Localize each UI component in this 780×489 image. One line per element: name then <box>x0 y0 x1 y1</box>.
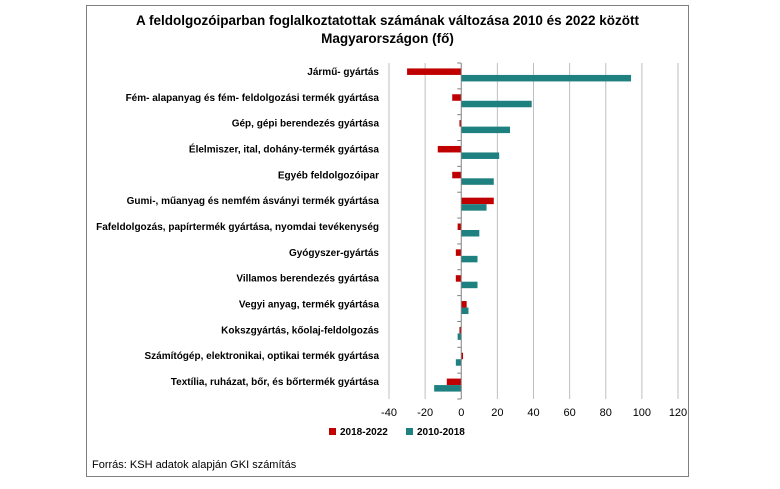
category-label: Fafeldolgozás, papírtermék gyártása, nyo… <box>96 222 379 233</box>
bar-2010-2018 <box>461 126 511 134</box>
bar-2010-2018 <box>461 178 494 185</box>
x-tick-label: 80 <box>600 407 612 419</box>
category-label: Élelmiszer, ital, dohány-termék gyártása <box>189 142 380 155</box>
chart-title-line-1: A feldolgozóiparban foglalkoztatottak sz… <box>136 13 639 28</box>
x-tick-label: 20 <box>491 407 503 419</box>
x-tick-label: -40 <box>381 407 397 419</box>
x-tick-label: 0 <box>458 407 464 419</box>
legend-swatch-2018-2022 <box>329 428 336 435</box>
bar-2018-2022 <box>407 68 462 75</box>
bar-2010-2018 <box>461 230 480 237</box>
x-tick-label: 120 <box>669 407 687 419</box>
category-label: Fém- alapanyag és fém- feldolgozási term… <box>126 93 380 104</box>
bar-2018-2022 <box>459 120 462 127</box>
bar-2018-2022 <box>455 249 462 256</box>
bar-2018-2022 <box>461 301 467 308</box>
bar-2010-2018 <box>461 204 487 211</box>
bar-2018-2022 <box>452 94 462 101</box>
category-label: Gyógyszer-gyártás <box>289 248 379 259</box>
chart-title: A feldolgozóiparban foglalkoztatottak sz… <box>86 12 689 48</box>
bar-2018-2022 <box>457 223 462 230</box>
category-label: Gumi-, műanyag és nemfém ásványi termék … <box>127 196 380 207</box>
bar-2010-2018 <box>461 100 532 108</box>
bar-2010-2018 <box>461 74 632 82</box>
category-label: Gép, gépi berendezés gyártása <box>232 119 380 130</box>
legend-label-2018-2022: 2018-2022 <box>340 427 388 438</box>
legend-label-2010-2018: 2010-2018 <box>417 427 465 438</box>
chart-title-line-2: Magyarországon (fő) <box>321 31 454 46</box>
bar-2010-2018 <box>434 385 462 392</box>
category-label: Számítógép, elektronikai, optikai termék… <box>144 351 379 362</box>
category-label: Egyéb feldolgozóipar <box>278 170 379 181</box>
bar-2010-2018 <box>457 333 462 340</box>
category-label: Textília, ruházat, bőr, és bőrtermék gyá… <box>171 377 380 388</box>
bar-2018-2022 <box>459 326 462 334</box>
x-tick-label: 60 <box>564 407 576 419</box>
bar-2010-2018 <box>461 255 478 263</box>
bar-2018-2022 <box>461 352 464 360</box>
x-tick-label: -20 <box>417 407 433 419</box>
bar-2018-2022 <box>455 275 462 282</box>
x-tick-label: 40 <box>527 407 539 419</box>
source-note: Forrás: KSH adatok alapján GKI számítás <box>92 459 297 471</box>
bar-2010-2018 <box>461 307 469 315</box>
bar-2018-2022 <box>461 197 494 205</box>
bar-2010-2018 <box>461 281 478 289</box>
category-label: Kokszgyártás, kőolaj-feldolgozás <box>221 325 379 336</box>
bar-2010-2018 <box>455 359 462 366</box>
chart-frame <box>86 5 689 477</box>
category-label: Jármű- gyártás <box>307 67 379 78</box>
bar-2018-2022 <box>446 378 462 386</box>
legend-swatch-2010-2018 <box>406 428 413 435</box>
bar-2018-2022 <box>452 171 462 179</box>
bar-2010-2018 <box>461 152 500 159</box>
bar-2018-2022 <box>437 145 462 153</box>
x-tick-label: 100 <box>633 407 651 419</box>
category-label: Vegyi anyag, termék gyártása <box>239 300 380 311</box>
category-label: Villamos berendezés gyártása <box>236 274 379 285</box>
